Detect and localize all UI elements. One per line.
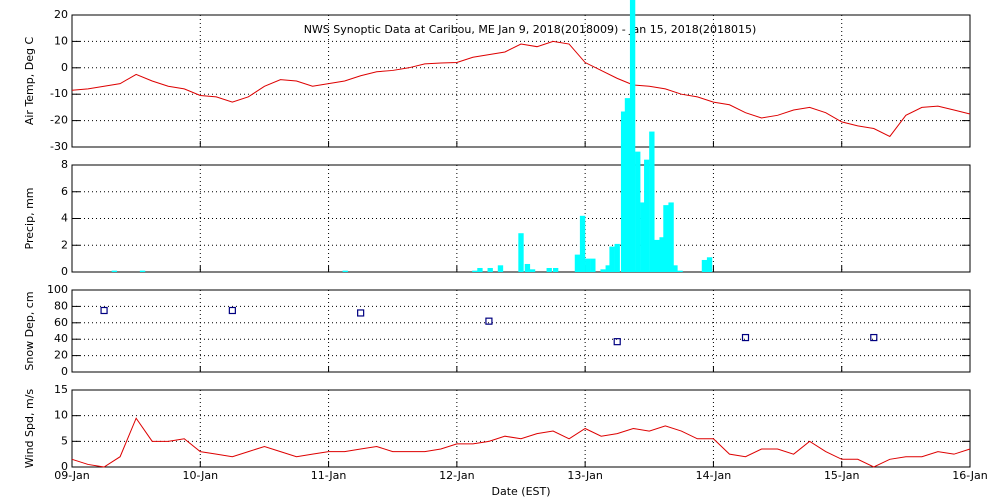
y-tick-label: 2 <box>61 238 68 251</box>
x-tick-label: 16-Jan <box>952 469 988 482</box>
bar <box>663 205 669 272</box>
y-tick-label: 0 <box>61 460 68 473</box>
bar <box>574 254 581 272</box>
bar <box>546 267 552 272</box>
bar <box>672 265 678 272</box>
y-tick-label: -20 <box>50 114 68 127</box>
bar <box>668 202 674 272</box>
x-tick-label: 11-Jan <box>311 469 347 482</box>
bar <box>111 270 118 272</box>
y-axis-label: Snow Dep, cm <box>23 291 36 370</box>
bar <box>524 263 531 272</box>
y-axis-label: Precip, mm <box>23 188 36 250</box>
plot-frame <box>71 389 971 468</box>
y-tick-label: 40 <box>54 332 68 345</box>
x-axis-label: Date (EST) <box>491 485 550 498</box>
bar <box>487 267 493 272</box>
y-axis-label: Air Temp, Deg C <box>23 37 36 126</box>
x-tick-label: 09-Jan <box>54 469 90 482</box>
y-tick-label: 60 <box>54 316 68 329</box>
bar <box>640 202 646 272</box>
y-tick-label: 6 <box>61 185 68 198</box>
x-tick-label: 14-Jan <box>696 469 732 482</box>
bar <box>600 269 606 272</box>
plot-frame <box>71 289 971 373</box>
bar <box>518 233 524 272</box>
bar <box>529 269 536 272</box>
bar <box>139 270 146 272</box>
point <box>485 317 493 325</box>
bar <box>477 267 483 272</box>
point <box>741 333 750 342</box>
bar <box>624 98 631 272</box>
bar <box>659 237 665 272</box>
bar <box>677 270 683 272</box>
y-tick-label: 4 <box>61 212 68 225</box>
point <box>613 338 621 346</box>
bar <box>585 258 591 272</box>
y-tick-label: 0 <box>61 365 68 378</box>
y-tick-label: 0 <box>61 265 68 278</box>
bar <box>342 270 348 272</box>
y-tick-label: -10 <box>50 87 68 100</box>
y-tick-label: 20 <box>54 8 68 21</box>
bar <box>605 265 611 272</box>
data-line <box>71 40 971 138</box>
point <box>870 333 878 342</box>
bar <box>552 267 559 272</box>
bar <box>701 259 708 272</box>
y-tick-label: 5 <box>61 434 68 447</box>
x-tick-label: 12-Jan <box>439 469 475 482</box>
y-tick-label: 10 <box>54 34 68 47</box>
data-line <box>71 417 971 468</box>
y-tick-label: 80 <box>54 299 68 312</box>
point <box>228 306 236 315</box>
bar <box>609 246 615 272</box>
point <box>357 309 365 317</box>
x-tick-label: 10-Jan <box>183 469 219 482</box>
x-tick-label: 13-Jan <box>567 469 603 482</box>
chart-title: NWS Synoptic Data at Caribou, ME Jan 9, … <box>304 23 757 36</box>
point <box>100 306 108 315</box>
y-axis-label: Wind Spd, m/s <box>23 389 36 469</box>
bar <box>590 258 596 272</box>
y-tick-label: 8 <box>61 158 68 171</box>
bar <box>644 159 650 272</box>
y-tick-label: 10 <box>54 409 68 422</box>
bar <box>497 265 504 272</box>
bar <box>579 215 586 272</box>
bar <box>706 257 713 272</box>
bar <box>629 0 636 272</box>
y-tick-label: -30 <box>50 140 68 153</box>
bar <box>472 270 478 272</box>
bar <box>620 111 627 272</box>
bar <box>649 131 655 272</box>
y-tick-label: 100 <box>47 283 68 296</box>
bar <box>635 151 641 272</box>
y-tick-label: 20 <box>54 349 68 362</box>
bar <box>654 239 660 272</box>
y-tick-label: 15 <box>54 383 68 396</box>
x-tick-label: 15-Jan <box>824 469 860 482</box>
bar <box>614 243 620 272</box>
y-tick-label: 0 <box>61 61 68 74</box>
